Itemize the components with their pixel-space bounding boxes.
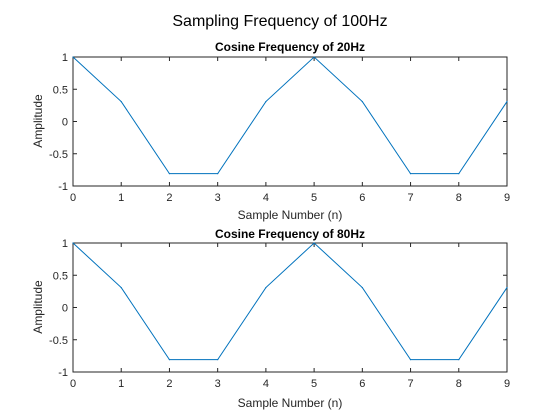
data-point [361,100,363,103]
subplot-title: Cosine Frequency of 80Hz [215,227,365,241]
y-tick-label: 0 [62,117,68,129]
x-tick-label: 0 [70,192,76,204]
data-point [409,173,412,175]
y-axis-label: Amplitude [31,280,45,334]
y-tick-label: -1 [58,181,68,193]
x-tick-label: 6 [359,192,365,204]
y-axis-label: Amplitude [31,94,45,148]
subplot-2: Cosine Frequency of 80Hz 0 1 2 3 4 5 6 7 8 9 -1 -0… [31,227,510,410]
x-tick-label: 3 [215,192,221,204]
x-tick-label: 7 [407,378,413,390]
data-point [72,242,74,244]
x-tick-label: 6 [359,378,365,390]
y-ticks: -1 -0.5 0 0.5 1 [49,238,507,379]
data-point [409,359,412,361]
data-point [506,100,508,103]
x-tick-label: 9 [504,192,510,204]
y-tick-label: 0.5 [53,84,68,96]
plot-box [72,242,508,373]
x-tick-label: 5 [311,192,317,204]
figure-title: Sampling Frequency of 100Hz [172,13,387,30]
x-tick-label: 5 [311,378,317,390]
data-point [265,100,267,103]
x-tick-label: 7 [407,192,413,204]
x-tick-label: 4 [263,192,269,204]
subplot-1: Cosine Frequency of 20Hz 0 1 2 3 4 5 6 7 8 9 -1 -0… [31,40,510,222]
data-point [265,286,267,289]
y-tick-label: -0.5 [49,335,68,347]
data-point [217,173,219,175]
data-point [168,173,171,175]
series-line [72,56,508,175]
data-point [168,359,171,361]
data-point [313,242,315,244]
x-tick-label: 0 [70,378,76,390]
y-tick-label: 1 [62,52,68,64]
x-tick-label: 4 [263,378,269,390]
data-point [120,100,122,103]
x-tick-label: 8 [456,378,462,390]
series-line [72,242,508,361]
subplot-title: Cosine Frequency of 20Hz [215,40,365,54]
x-axis-label: Sample Number (n) [238,208,343,222]
plot-box [72,56,508,187]
x-tick-label: 2 [166,192,172,204]
x-tick-label: 1 [118,378,124,390]
data-point [72,56,74,58]
data-point [313,56,315,58]
data-point [217,359,219,361]
series-marks [72,242,508,361]
y-ticks: -1 -0.5 0 0.5 1 [49,52,507,193]
x-tick-label: 2 [166,378,172,390]
x-ticks: 0 1 2 3 4 5 6 7 8 9 [70,243,510,390]
x-tick-label: 8 [456,192,462,204]
data-point [458,359,460,361]
x-tick-label: 9 [504,378,510,390]
data-point [506,286,508,289]
y-tick-label: 0.5 [53,270,68,282]
y-tick-label: 0 [62,303,68,315]
y-tick-label: -0.5 [49,149,68,161]
series-marks [72,56,508,175]
x-tick-label: 1 [118,192,124,204]
x-ticks: 0 1 2 3 4 5 6 7 8 9 [70,57,510,204]
y-tick-label: -1 [58,367,68,379]
data-point [458,173,460,175]
data-point [120,286,122,289]
x-axis-label: Sample Number (n) [238,396,343,410]
y-tick-label: 1 [62,238,68,250]
x-tick-label: 3 [215,378,221,390]
data-point [361,286,363,289]
